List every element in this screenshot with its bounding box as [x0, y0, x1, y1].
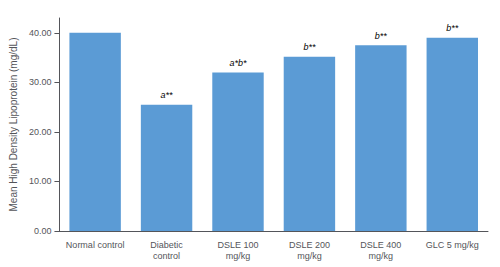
svg-text:Diabetic: Diabetic — [150, 240, 183, 250]
svg-text:40.00: 40.00 — [29, 28, 52, 38]
svg-text:Mean High Density Lipoprotein: Mean High Density Lipoprotein (mg/dL) — [8, 38, 19, 212]
svg-text:a**: a** — [161, 90, 174, 100]
svg-text:0.00: 0.00 — [34, 226, 52, 236]
svg-text:20.00: 20.00 — [29, 127, 52, 137]
svg-text:DSLE 400: DSLE 400 — [360, 240, 401, 250]
svg-text:GLC 5 mg/kg: GLC 5 mg/kg — [426, 240, 479, 250]
svg-text:a*b*: a*b* — [229, 58, 247, 68]
svg-text:control: control — [153, 251, 180, 261]
svg-text:10.00: 10.00 — [29, 176, 52, 186]
svg-text:DSLE 100: DSLE 100 — [217, 240, 258, 250]
svg-text:DSLE 200: DSLE 200 — [289, 240, 330, 250]
svg-text:Normal control: Normal control — [66, 240, 125, 250]
svg-text:mg/kg: mg/kg — [369, 251, 394, 261]
svg-text:mg/kg: mg/kg — [297, 251, 322, 261]
svg-text:30.00: 30.00 — [29, 77, 52, 87]
svg-text:b**: b** — [375, 31, 388, 41]
svg-text:b**: b** — [446, 23, 459, 33]
svg-text:mg/kg: mg/kg — [226, 251, 251, 261]
svg-text:b**: b** — [303, 42, 316, 52]
